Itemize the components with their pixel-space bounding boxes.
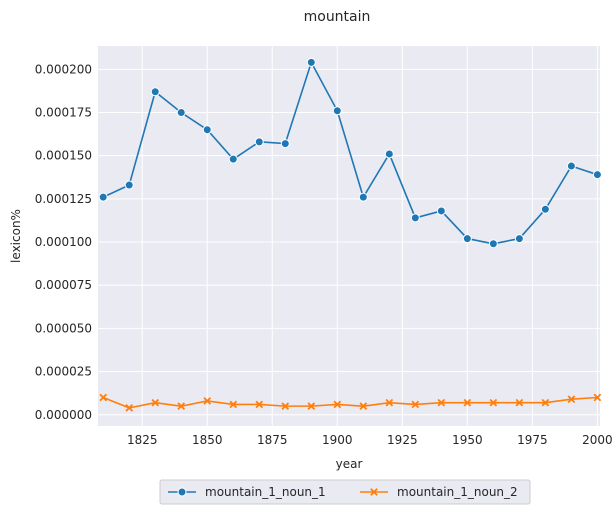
- series-2: [99, 393, 602, 412]
- x-tick-label: 2000: [582, 433, 613, 447]
- x-tick-label: 1950: [452, 433, 483, 447]
- legend-marker: [177, 487, 187, 497]
- legend-marker: [370, 488, 378, 496]
- data-point: [203, 397, 212, 405]
- data-point: [489, 398, 498, 407]
- data-point: [592, 170, 602, 180]
- data-point: [228, 154, 238, 164]
- x-tick-label: 1900: [322, 433, 353, 447]
- data-point: [281, 402, 290, 410]
- y-tick-label: 0.000200: [35, 62, 92, 76]
- data-point: [333, 400, 342, 409]
- data-point: [385, 398, 394, 407]
- x-tick-label: 1875: [257, 433, 288, 447]
- x-axis-label: year: [336, 457, 363, 471]
- y-tick-label: 0.000050: [35, 321, 92, 335]
- data-point: [462, 234, 472, 244]
- data-point: [151, 398, 160, 407]
- data-point: [254, 137, 264, 147]
- gridlines: [98, 46, 600, 426]
- data-point: [229, 400, 238, 409]
- data-point: [540, 204, 550, 214]
- legend-label: mountain_1_noun_2: [397, 485, 518, 499]
- x-tick-label: 1975: [517, 433, 548, 447]
- y-tick-label: 0.000075: [35, 278, 92, 292]
- data-point: [150, 87, 160, 97]
- y-tick-label: 0.000125: [35, 192, 92, 206]
- data-point: [514, 234, 524, 244]
- data-point: [306, 57, 316, 67]
- x-tick-label: 1825: [127, 433, 158, 447]
- legend-box: [159, 479, 531, 505]
- y-tick-label: 0.000000: [35, 408, 92, 422]
- data-point: [358, 192, 368, 202]
- legend-label: mountain_1_noun_1: [205, 485, 326, 499]
- data-point: [307, 402, 316, 410]
- data-point: [437, 398, 446, 407]
- x-tick-label: 1850: [192, 433, 223, 447]
- data-point: [359, 402, 368, 410]
- y-axis-ticks: 0.000000 0.000025 0.000050 0.000075 0.000100…: [35, 62, 92, 421]
- data-point: [411, 400, 420, 409]
- y-tick-label: 0.000100: [35, 235, 92, 249]
- data-point: [177, 402, 186, 410]
- y-tick-label: 0.000025: [35, 365, 92, 379]
- data-point: [488, 239, 498, 249]
- data-point: [567, 395, 576, 404]
- data-point: [593, 393, 602, 402]
- data-point: [436, 206, 446, 216]
- legend: mountain_1_noun_1 mountain_1_noun_2: [159, 479, 531, 505]
- data-point: [202, 125, 212, 135]
- data-point: [332, 106, 342, 116]
- data-point: [125, 404, 134, 412]
- data-point: [98, 192, 108, 202]
- data-point: [255, 400, 264, 409]
- data-point: [410, 213, 420, 223]
- data-point: [99, 393, 108, 402]
- chart-title: mountain: [304, 9, 371, 25]
- data-point: [124, 180, 134, 190]
- data-point: [463, 398, 472, 407]
- data-point: [541, 398, 550, 407]
- y-tick-label: 0.000175: [35, 106, 92, 120]
- y-tick-label: 0.000150: [35, 149, 92, 163]
- y-axis-label: lexicon%: [9, 209, 23, 263]
- data-point: [176, 108, 186, 117]
- plot-area: [98, 46, 600, 426]
- data-point: [384, 149, 394, 159]
- data-point: [566, 161, 576, 171]
- series-group: [98, 57, 602, 412]
- x-tick-label: 1925: [387, 433, 418, 447]
- data-point: [280, 139, 290, 149]
- series-line: [102, 396, 598, 409]
- data-point: [515, 398, 524, 407]
- x-axis-ticks: 1825 1850 1875 1900 1925 1950 1975 2000: [127, 433, 613, 447]
- series-1: [98, 57, 602, 249]
